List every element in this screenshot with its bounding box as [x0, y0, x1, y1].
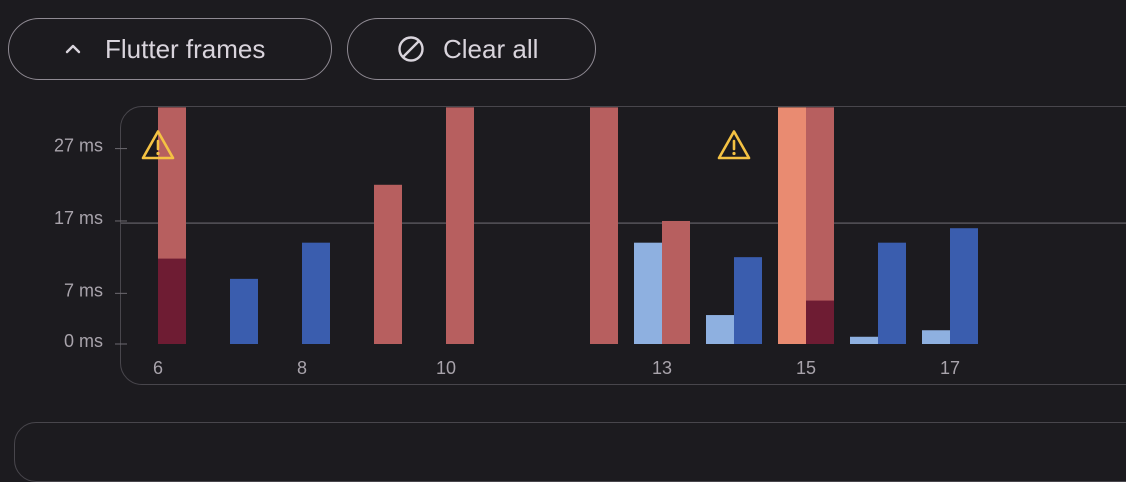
frame-chart-panel	[120, 106, 1126, 385]
x-tick-label: 8	[297, 358, 307, 378]
x-tick-label: 10	[436, 358, 456, 378]
raster-time-bar	[374, 184, 402, 344]
flutter-frames-label: Flutter frames	[105, 33, 266, 64]
ui-time-bar	[230, 278, 258, 344]
x-tick-label: 15	[796, 358, 816, 378]
ui-time-bar	[878, 242, 906, 344]
clear-all-label: Clear all	[443, 33, 539, 64]
jank-overflow-bar	[806, 300, 834, 344]
ui-bar	[850, 336, 878, 344]
x-tick-label: 17	[940, 358, 960, 378]
jank-overflow-bar	[158, 258, 186, 344]
raster-time-bar	[662, 220, 690, 344]
warning-icon	[717, 130, 751, 160]
frame-time-chart: 0 ms 7 ms 17 ms 27 ms 6 8 10 13 15 17	[54, 107, 1126, 378]
flutter-frames-button[interactable]: Flutter frames	[8, 18, 332, 80]
ui-time-bar	[302, 242, 330, 344]
y-tick-label: 17 ms	[54, 208, 103, 228]
x-tick-label: 6	[153, 358, 163, 378]
ui-time-bar	[950, 228, 978, 344]
ui-time-bar	[734, 257, 762, 344]
x-tick-label: 13	[652, 358, 672, 378]
y-tick-label: 7 ms	[64, 280, 103, 300]
warning-icon	[141, 130, 175, 160]
block-icon	[397, 35, 425, 63]
clear-all-button[interactable]: Clear all	[347, 18, 596, 80]
chevron-up-icon	[59, 35, 87, 63]
ui-bar	[778, 107, 806, 344]
y-tick-label: 27 ms	[54, 136, 103, 156]
ui-bar	[706, 315, 734, 344]
ui-bar	[634, 242, 662, 344]
y-tick-label: 0 ms	[64, 331, 103, 351]
raster-time-bar	[446, 107, 474, 344]
raster-time-bar	[590, 107, 618, 344]
ui-bar	[922, 330, 950, 344]
